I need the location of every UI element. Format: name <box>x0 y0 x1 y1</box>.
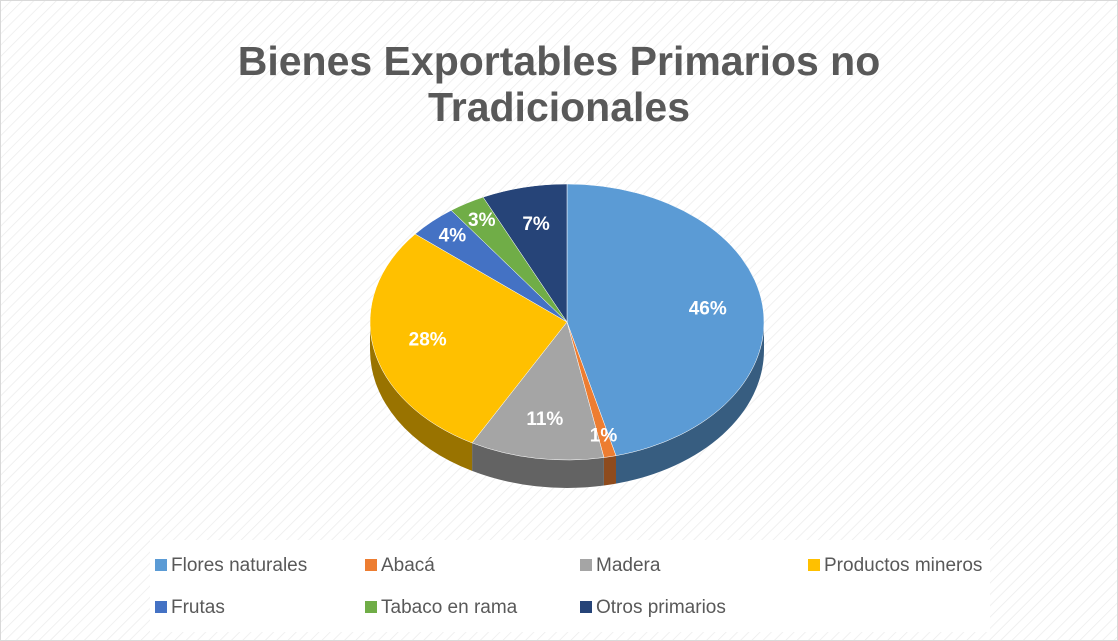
pie-side <box>472 442 604 488</box>
legend-label: Frutas <box>171 597 225 618</box>
legend-swatch <box>365 559 377 571</box>
data-label: 3% <box>468 210 496 231</box>
pie-slice <box>471 321 605 461</box>
chart-title: Bienes Exportables Primarios no Tradicio… <box>237 38 881 130</box>
legend-swatch <box>580 601 592 613</box>
data-label: 46% <box>689 299 727 320</box>
legend-swatch <box>808 559 820 571</box>
pie-slice <box>566 183 765 456</box>
legend-label: Madera <box>596 555 661 576</box>
data-label: 4% <box>439 226 467 247</box>
pie-side <box>615 322 764 484</box>
legend-swatch <box>580 559 592 571</box>
data-label: 11% <box>526 409 563 430</box>
legend-label: Otros primarios <box>596 597 726 618</box>
pie-side <box>370 322 473 471</box>
legend-background <box>150 540 990 632</box>
legend-label: Abacá <box>381 555 435 576</box>
legend-swatch <box>365 601 377 613</box>
pie-side <box>603 455 616 486</box>
legend-label: Tabaco en rama <box>381 597 518 618</box>
pie-slice <box>369 233 568 444</box>
data-label: 28% <box>409 330 447 351</box>
data-label: 1% <box>590 425 618 446</box>
legend-label: Productos mineros <box>824 555 982 576</box>
pie-slice <box>482 183 568 323</box>
legend-swatch <box>155 559 167 571</box>
data-label: 7% <box>522 214 550 235</box>
legend-swatch <box>155 601 167 613</box>
legend-label: Flores naturales <box>171 555 307 576</box>
